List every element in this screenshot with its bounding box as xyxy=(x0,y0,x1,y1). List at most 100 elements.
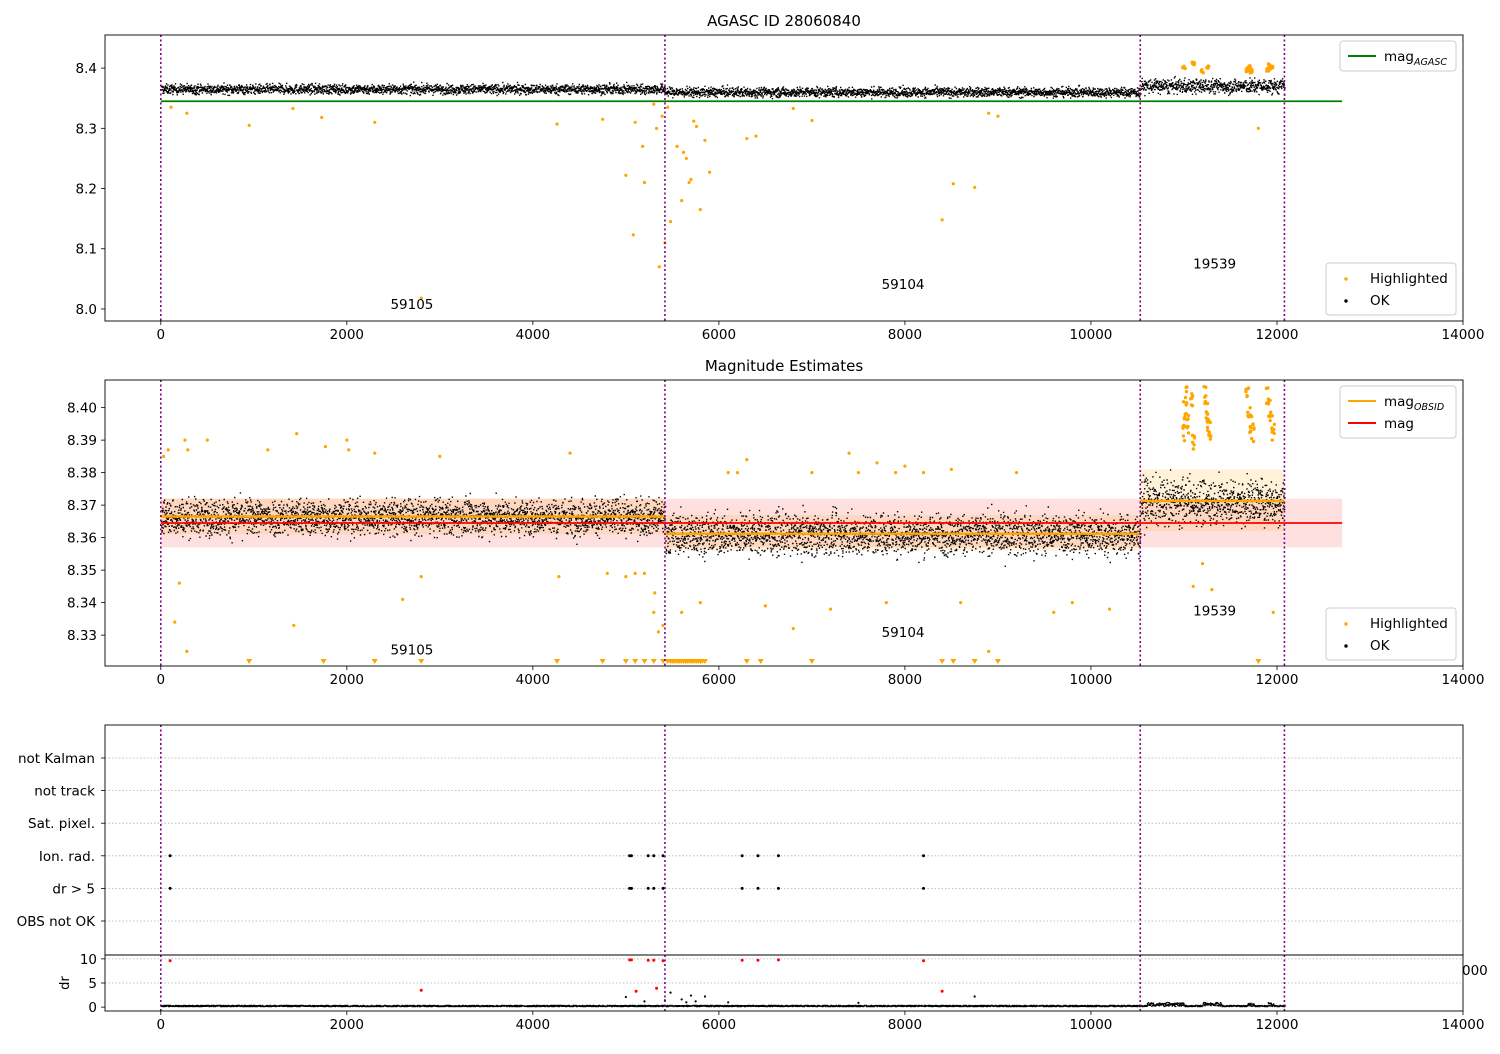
highlighted-point xyxy=(177,581,182,585)
highlighted-point xyxy=(292,623,296,627)
flag-point xyxy=(652,886,656,890)
legend-line-subscript: OBSID xyxy=(1414,402,1444,413)
highlighted-point xyxy=(605,571,609,575)
highlighted-point xyxy=(1268,398,1272,403)
highlighted-point xyxy=(652,102,656,106)
highlighted-point xyxy=(185,111,189,115)
y-tick-label: 8.34 xyxy=(67,596,97,612)
dr-high-point xyxy=(419,988,423,992)
x-tick-label: 8000 xyxy=(888,327,922,343)
highlighted-point xyxy=(656,630,661,634)
x-tick-label: 14000 xyxy=(1442,672,1485,688)
clipped-marker xyxy=(632,659,639,664)
legend-point-label: OK xyxy=(1370,293,1391,309)
x-tick-label: 10000 xyxy=(1069,327,1112,343)
highlighted-point xyxy=(1204,394,1208,398)
highlighted-point xyxy=(1203,401,1207,406)
dr-high-point xyxy=(661,959,665,963)
x-tick-label: 6000 xyxy=(702,1017,736,1033)
legend-marker xyxy=(1344,622,1348,626)
clipped-marker xyxy=(371,659,378,664)
clipped-marker xyxy=(1255,659,1262,664)
dr-high-point xyxy=(655,986,659,990)
highlighted-point xyxy=(1192,443,1196,447)
clipped-marker xyxy=(320,659,327,664)
highlighted-point xyxy=(698,601,702,605)
x-tick-label: 0 xyxy=(157,672,166,688)
highlighted-point xyxy=(754,134,758,138)
x-tick-label: 4000 xyxy=(516,327,550,343)
highlighted-point xyxy=(1200,562,1205,566)
x-tick-label: 8000 xyxy=(888,1017,922,1033)
highlighted-point xyxy=(745,136,749,141)
highlighted-point xyxy=(1246,410,1250,415)
highlighted-point xyxy=(401,597,405,601)
obsid-label: 59104 xyxy=(882,277,925,293)
highlighted-point xyxy=(652,610,656,614)
highlighted-point xyxy=(633,571,637,575)
y-tick-label: 8.40 xyxy=(67,401,97,417)
highlighted-point xyxy=(894,471,898,475)
highlighted-point xyxy=(791,627,795,631)
flag-point xyxy=(776,886,780,890)
dr-point xyxy=(669,991,672,994)
obsid-label: 19539 xyxy=(1193,257,1236,273)
clipped-marker xyxy=(950,659,957,664)
clipped-marker xyxy=(939,659,946,664)
y-tick-label: 8.33 xyxy=(67,628,97,644)
highlighted-point xyxy=(1014,471,1019,475)
highlighted-point xyxy=(668,220,673,224)
highlighted-point xyxy=(266,448,270,452)
highlighted-point xyxy=(166,448,170,452)
highlighted-point xyxy=(1270,426,1274,430)
flag-point xyxy=(629,854,633,858)
highlighted-point xyxy=(568,451,572,455)
highlighted-point xyxy=(557,575,561,579)
highlighted-point xyxy=(763,604,767,608)
highlighted-point xyxy=(419,575,423,579)
category-label: dr > 5 xyxy=(52,881,95,897)
highlighted-point xyxy=(555,122,559,126)
highlighted-point xyxy=(856,471,861,475)
highlighted-point xyxy=(1270,438,1274,442)
y-tick-label: 5 xyxy=(88,976,97,992)
x-tick-label: 12000 xyxy=(1255,327,1298,343)
highlighted-point xyxy=(631,233,635,237)
clipped-marker xyxy=(757,659,764,664)
highlighted-point xyxy=(1249,414,1254,419)
highlighted-point xyxy=(745,458,749,462)
highlighted-point xyxy=(641,144,645,148)
axes-frame xyxy=(104,379,1464,667)
clipped-marker xyxy=(554,659,561,664)
highlighted-point xyxy=(903,464,907,468)
y-tick-label: 8.0 xyxy=(76,302,97,318)
dr-high-point xyxy=(629,958,633,962)
dr-point xyxy=(703,995,707,998)
highlighted-point xyxy=(1248,430,1253,434)
dr-high-point xyxy=(940,989,944,993)
flag-point xyxy=(922,886,926,890)
x-tick-label: 14000 xyxy=(1442,327,1485,343)
highlighted-point xyxy=(1251,422,1255,426)
highlighted-point xyxy=(1248,405,1252,410)
dr-high-point xyxy=(634,989,638,993)
category-label: not track xyxy=(34,784,95,800)
highlighted-point xyxy=(828,607,833,611)
highlighted-point xyxy=(1256,126,1260,130)
axes-frame xyxy=(104,34,1464,322)
chart-title-agasc: AGASC ID 28060840 xyxy=(707,12,861,30)
highlighted-point xyxy=(1205,412,1210,416)
clipped-marker xyxy=(622,659,629,664)
clipped-marker xyxy=(599,659,606,664)
y-tick-label: 8.38 xyxy=(67,466,97,482)
clipped-marker xyxy=(971,659,978,664)
highlighted-point xyxy=(1190,392,1194,396)
highlighted-point xyxy=(726,471,730,475)
highlighted-point xyxy=(680,610,684,614)
highlighted-point xyxy=(247,123,251,127)
flag-point xyxy=(661,854,665,858)
highlighted-point xyxy=(653,591,657,595)
x-tick-label: 2000 xyxy=(330,672,364,688)
